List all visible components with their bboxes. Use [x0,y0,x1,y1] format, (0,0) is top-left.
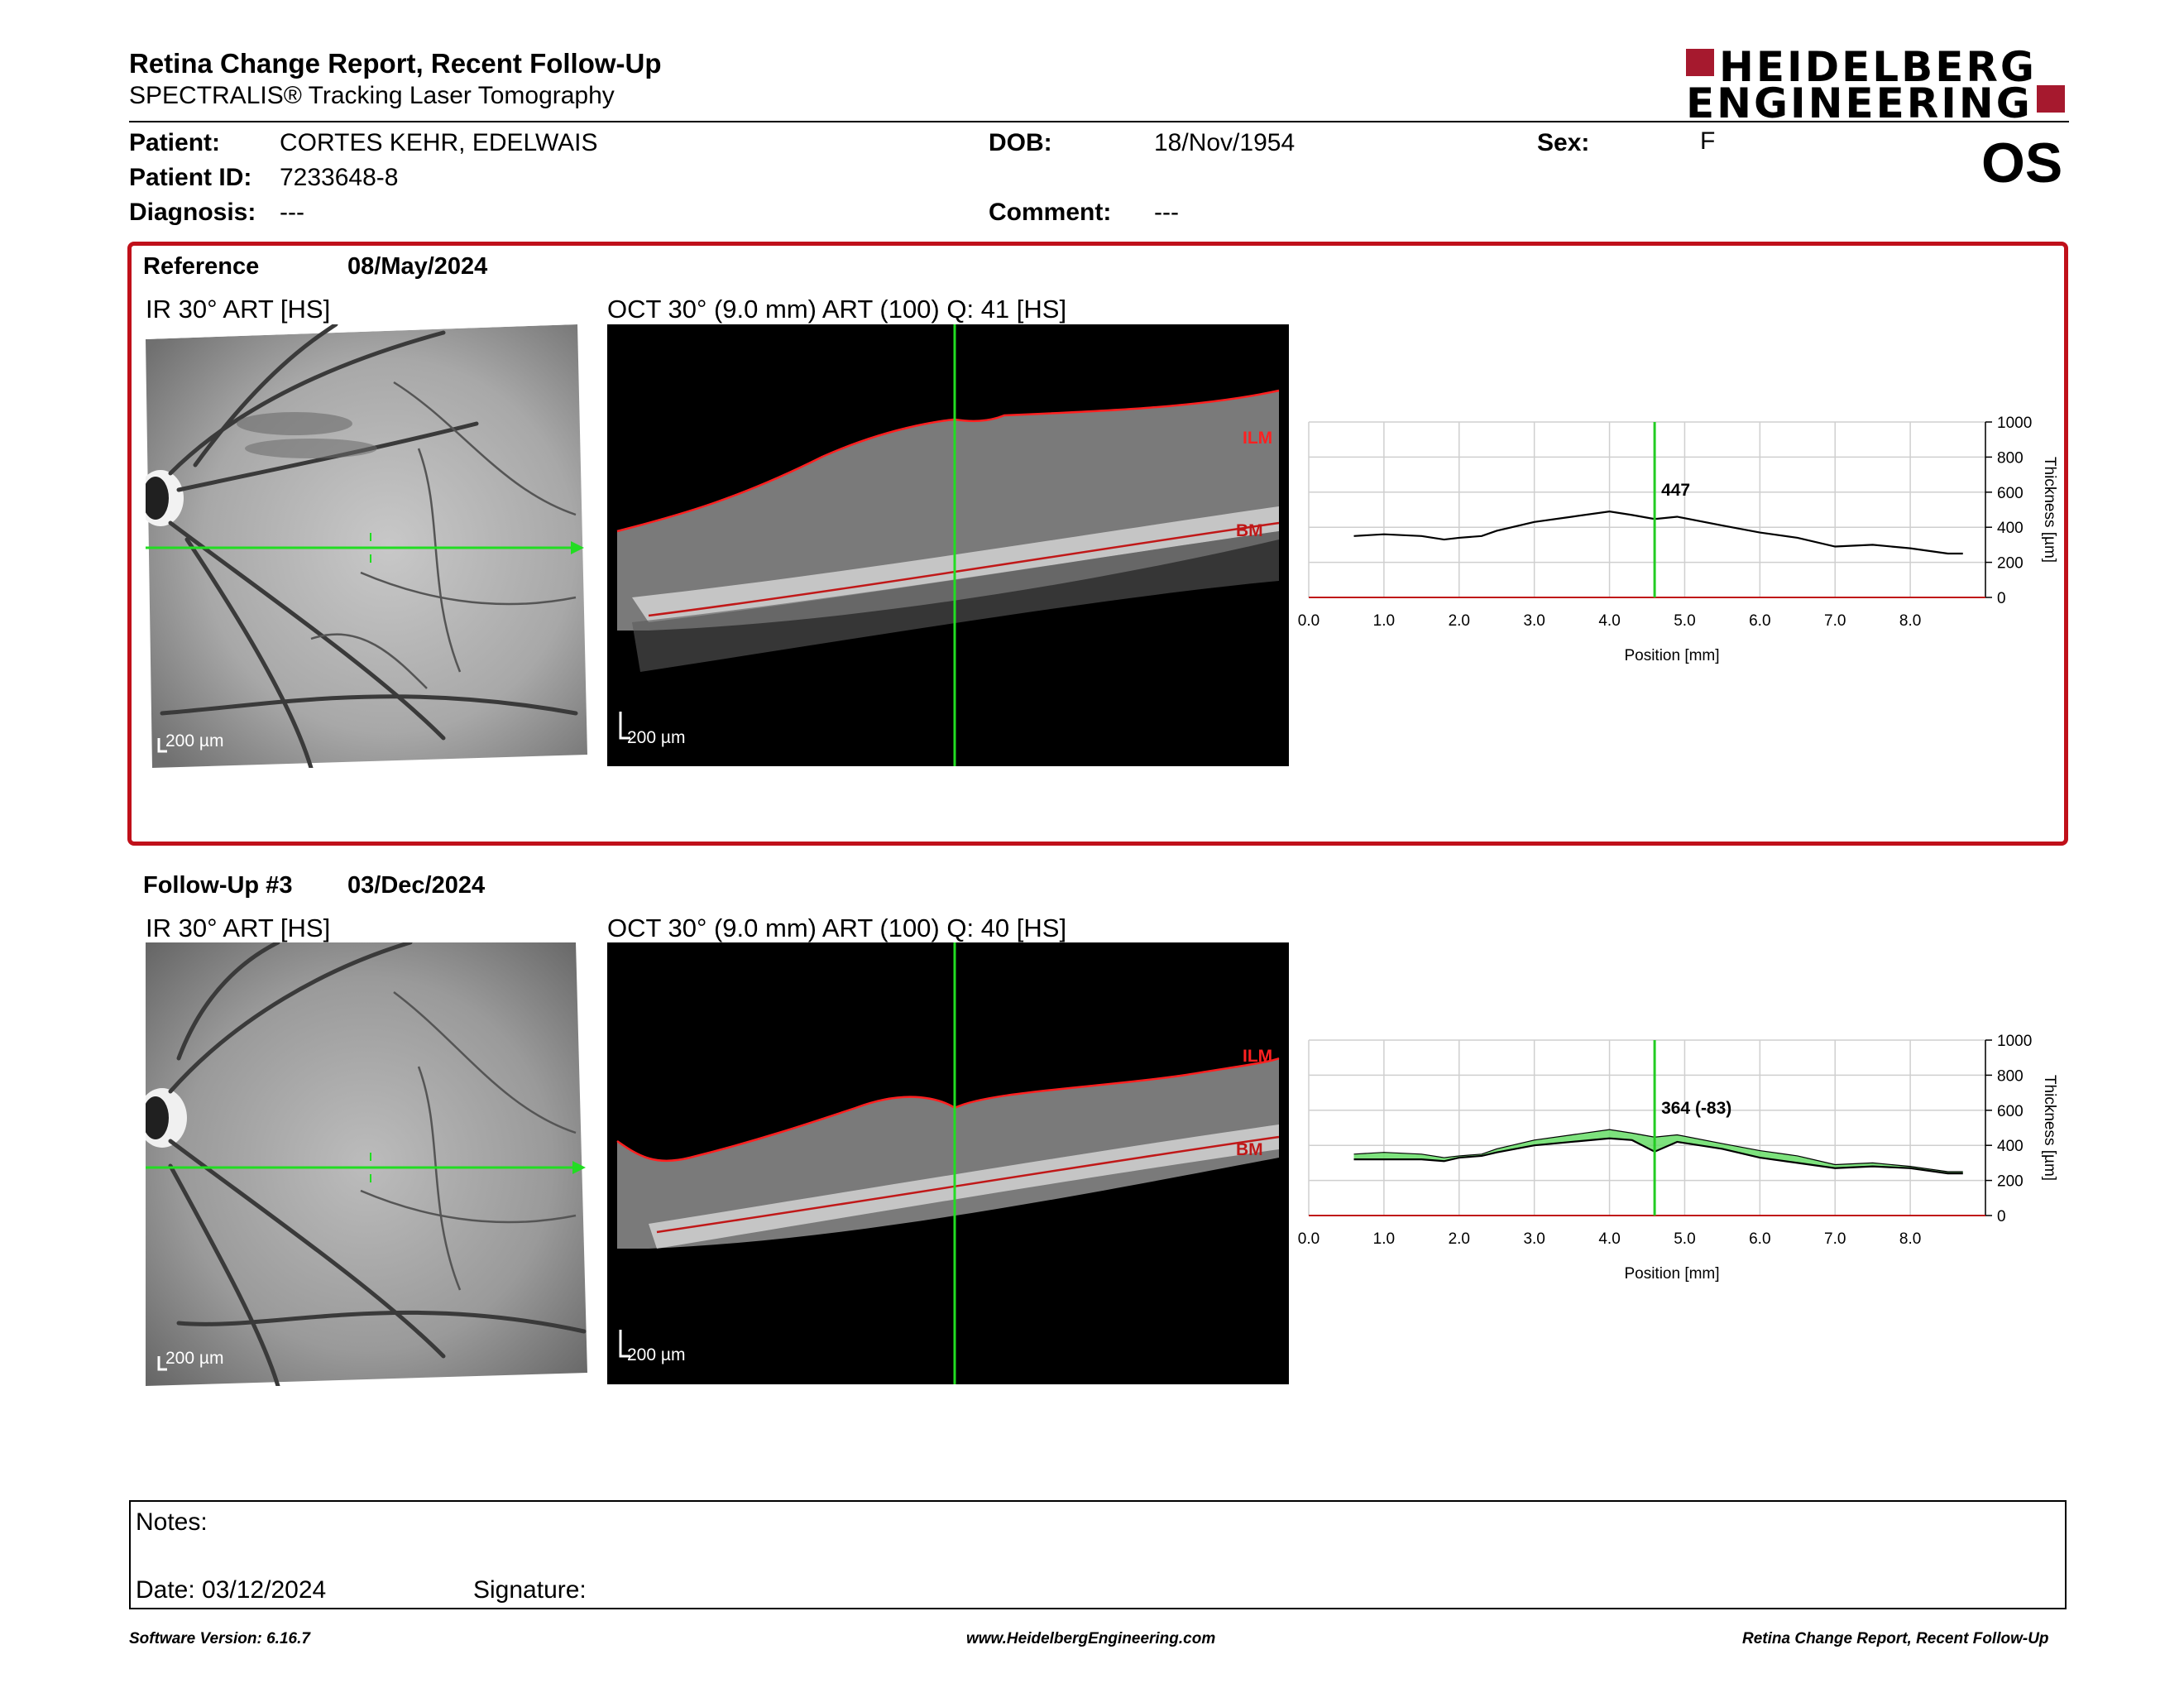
change-area [1353,1129,1963,1174]
x-tick-label: 3.0 [1523,1230,1545,1248]
ref-ir-fundus-image [146,324,587,768]
x-tick-label: 0.0 [1298,612,1320,630]
y-axis-label: Thickness [µm] [2041,457,2058,563]
x-tick-label: 2.0 [1449,612,1470,630]
ref-thickness-chart: 0 200 400 600 800 1000 0.0 1.0 2.0 3.0 4.0 5.0 6.0 7.… [1298,415,2058,664]
logo-block-top [1686,49,1714,76]
patient-id-value: 7233648-8 [280,164,399,191]
fu-oct-bscan-image [607,942,1289,1384]
y-tick-label: 400 [1997,1138,2024,1155]
y-tick-label: 1000 [1997,1033,2032,1050]
ref-ir-title: IR 30° ART [HS] [146,295,331,324]
x-tick-label: 5.0 [1674,1230,1695,1248]
y-tick-label: 600 [1997,1103,2024,1120]
patient-name: CORTES KEHR, EDELWAIS [280,129,598,156]
reference-label: Reference [143,253,260,280]
y-tick-label: 400 [1997,520,2024,537]
reference-date: 08/May/2024 [347,253,488,280]
heidelberg-logo: HEIDELBERG ENGINEERING [1686,43,2067,124]
x-tick-label: 1.0 [1373,1230,1395,1248]
fu-ir-scale: 200 µm [165,1349,224,1368]
marker-value-label: 364 (-83) [1661,1099,1731,1118]
fu-ir-title: IR 30° ART [HS] [146,914,331,942]
y-tick-label: 600 [1997,485,2024,502]
ref-ir-scale: 200 µm [165,731,224,750]
y-tick-label: 800 [1997,449,2024,467]
report-subtitle: SPECTRALIS® Tracking Laser Tomography [129,82,615,109]
y-tick-label: 0 [1997,590,2006,607]
x-tick-label: 4.0 [1598,1230,1620,1248]
report-title: Retina Change Report, Recent Follow-Up [129,48,662,79]
x-tick-label: 8.0 [1899,612,1921,630]
diagnosis-value: --- [280,199,304,226]
x-tick-label: 3.0 [1523,612,1545,630]
x-tick-label: 7.0 [1824,612,1846,630]
x-axis-label: Position [mm] [1624,647,1719,664]
ref-ilm-label: ILM [1243,429,1273,448]
diagnosis-label: Diagnosis: [129,199,256,226]
comment-label: Comment: [989,199,1112,226]
x-tick-label: 0.0 [1298,1230,1320,1248]
x-tick-label: 4.0 [1598,612,1620,630]
followup-date: 03/Dec/2024 [347,872,486,899]
reference-frame [127,242,2068,846]
y-tick-label: 200 [1997,1173,2024,1191]
x-tick-label: 6.0 [1749,612,1770,630]
x-tick-label: 1.0 [1373,612,1395,630]
x-tick-label: 8.0 [1899,1230,1921,1248]
footer-website[interactable]: www.HeidelbergEngineering.com [966,1630,1216,1647]
x-tick-label: 7.0 [1824,1230,1846,1248]
thickness-line [1353,1129,1963,1172]
patient-label: Patient: [129,129,221,156]
fu-ilm-label: ILM [1243,1047,1273,1066]
ref-oct-scale: 200 µm [627,728,686,747]
notes-label: Notes: [136,1508,208,1536]
y-tick-label: 800 [1997,1067,2024,1085]
fu-oct-title: OCT 30° (9.0 mm) ART (100) Q: 40 [HS] [607,914,1067,942]
notes-date: Date: 03/12/2024 [136,1576,327,1604]
x-tick-label: 5.0 [1674,612,1695,630]
eye-indicator: OS [1981,132,2063,194]
x-axis-label: Position [mm] [1624,1265,1719,1283]
notes-box: Notes: Date: 03/12/2024 Signature: [129,1500,2067,1609]
y-tick-label: 200 [1997,555,2024,573]
ref-oct-bscan-image [607,324,1289,766]
thickness-line [1353,511,1963,555]
logo-block-bottom [2037,85,2065,113]
notes-signature: Signature: [473,1576,587,1604]
x-tick-label: 6.0 [1749,1230,1770,1248]
header-rule [129,121,2069,122]
marker-value-label: 447 [1661,481,1690,500]
fu-ir-fundus-image [146,942,587,1386]
logo-line-1: HEIDELBERG [1719,43,2037,91]
sex-value: F [1700,127,1716,155]
fu-bm-label: BM [1236,1140,1263,1159]
dob-label: DOB: [989,129,1052,156]
y-axis-label: Thickness [µm] [2041,1075,2058,1181]
x-tick-label: 2.0 [1449,1230,1470,1248]
patient-id-label: Patient ID: [129,164,252,191]
ref-bm-label: BM [1236,521,1263,540]
thickness-line [1353,1137,1963,1175]
fu-thickness-chart: 0 200 400 600 800 1000 0.0 1.0 2.0 3.0 4.0 5.0 6.0 7.… [1298,1033,2058,1283]
footer-software: Software Version: 6.16.7 [129,1630,310,1647]
logo-line-2: ENGINEERING [1686,79,2033,127]
ref-oct-title: OCT 30° (9.0 mm) ART (100) Q: 41 [HS] [607,295,1067,324]
followup-label: Follow-Up #3 [143,872,293,899]
sex-label: Sex: [1537,129,1590,156]
footer-report: Retina Change Report, Recent Follow-Up [1742,1630,2049,1647]
y-tick-label: 0 [1997,1208,2006,1225]
fu-oct-scale: 200 µm [627,1345,686,1364]
y-tick-label: 1000 [1997,415,2032,432]
dob-value: 18/Nov/1954 [1154,129,1296,156]
comment-value: --- [1154,199,1179,226]
